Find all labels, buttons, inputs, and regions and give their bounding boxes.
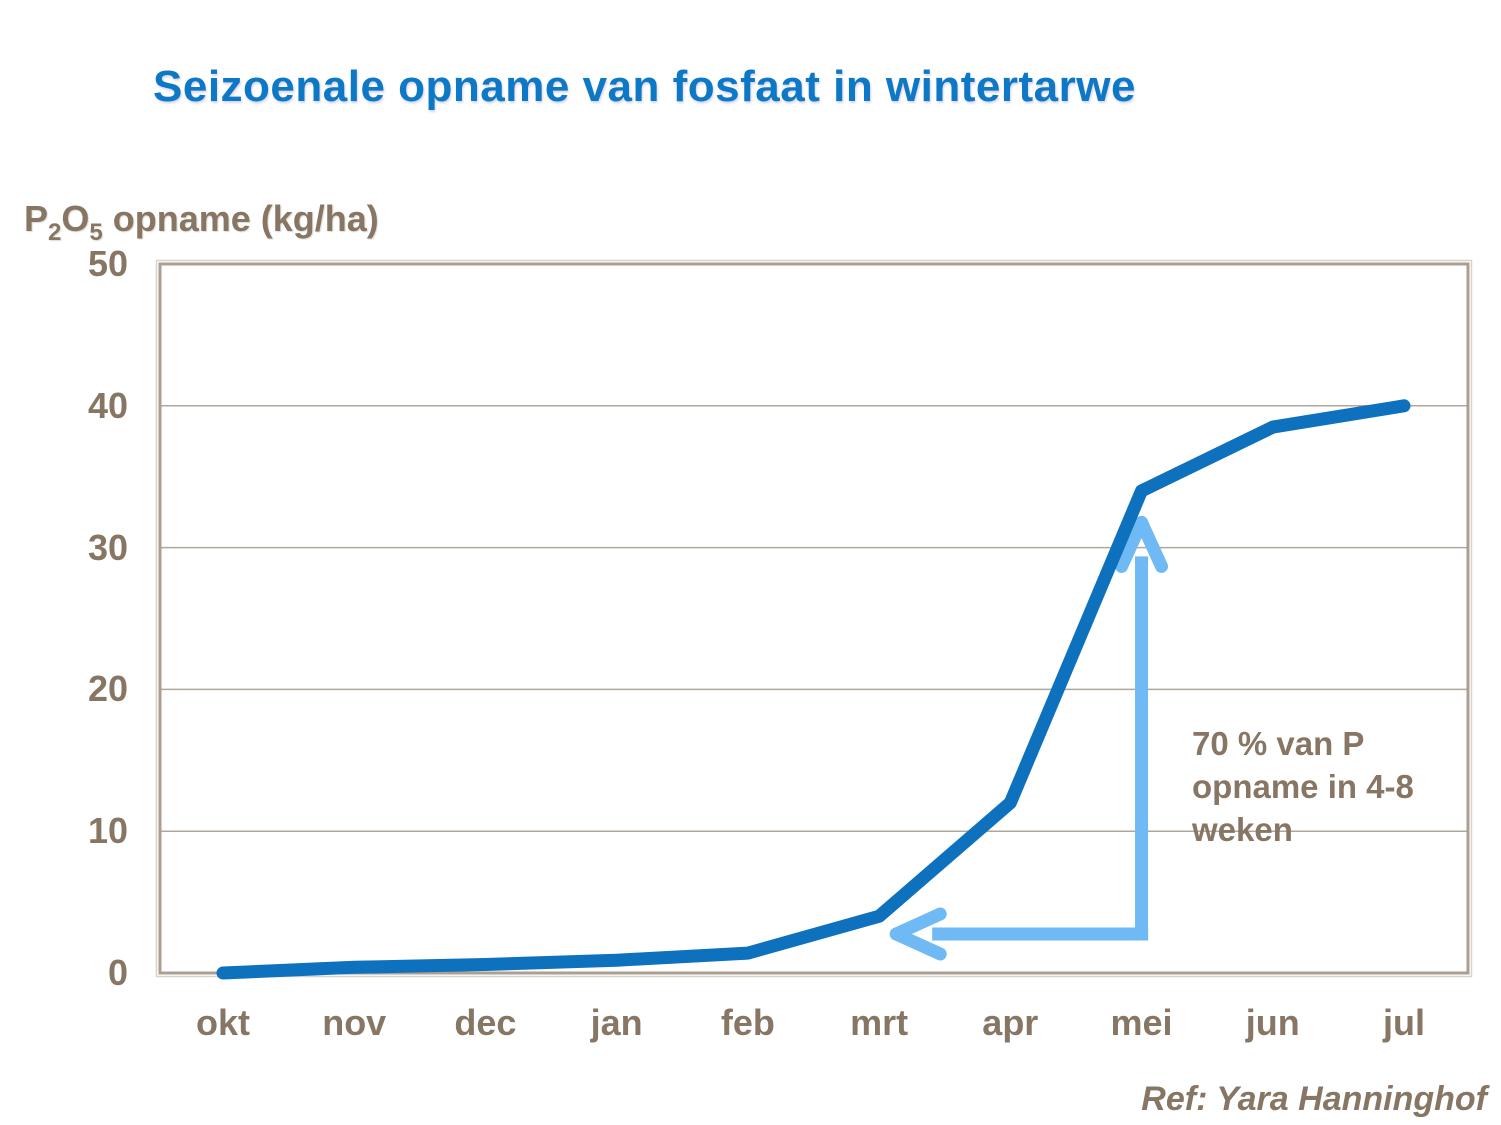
y-tick-label-50: 50	[87, 243, 128, 284]
annotation-line-2: opname in 4-8	[1192, 768, 1414, 805]
plot-frame-highlight	[155, 259, 1473, 978]
y-tick-label-30: 30	[87, 526, 128, 568]
y-axis-title-sub5: 5	[89, 219, 103, 246]
y-axis-title: P2O5 opname (kg/ha)	[24, 198, 379, 245]
y-axis-title-rest: opname (kg/ha)	[102, 198, 379, 239]
x-tick-label-dec: dec	[454, 1002, 517, 1043]
plot-frame	[158, 262, 1470, 975]
uptake-annotation: 70 % van P opname in 4-8 weken	[1192, 722, 1452, 851]
x-tick-label-mei: mei	[1110, 1002, 1173, 1043]
x-tick-label-jun: jun	[1245, 1002, 1300, 1043]
y-axis-title-sub2: 2	[48, 219, 62, 246]
y-tick-label-20: 20	[87, 668, 128, 710]
x-tick-label-jan: jan	[590, 1002, 643, 1043]
x-tick-label-mrt: mrt	[850, 1002, 909, 1043]
x-tick-label-apr: apr	[982, 1002, 1039, 1043]
y-tick-label-0: 0	[107, 952, 128, 993]
arrow-up-barb-right	[1135, 515, 1169, 573]
arrow-left-barb-bottom	[889, 927, 947, 961]
y-tick-label-40: 40	[87, 384, 128, 426]
annotation-line-3: weken	[1192, 811, 1293, 848]
y-axis-title-o: O	[61, 198, 90, 239]
reference-credit: Ref: Yara Hanninghof	[1141, 1080, 1487, 1118]
x-tick-label-jul: jul	[1382, 1002, 1425, 1043]
x-tick-label-feb: feb	[720, 1002, 775, 1043]
p2o5-uptake-line	[216, 399, 1411, 980]
x-tick-label-okt: okt	[196, 1002, 250, 1043]
page-title: Seizoenale opname van fosfaat in wintert…	[153, 62, 1136, 111]
y-tick-label-10: 10	[87, 810, 128, 852]
annotation-line-1: 70 % van P	[1192, 725, 1365, 762]
x-tick-label-nov: nov	[322, 1002, 387, 1043]
y-axis-title-p: P	[24, 198, 49, 239]
